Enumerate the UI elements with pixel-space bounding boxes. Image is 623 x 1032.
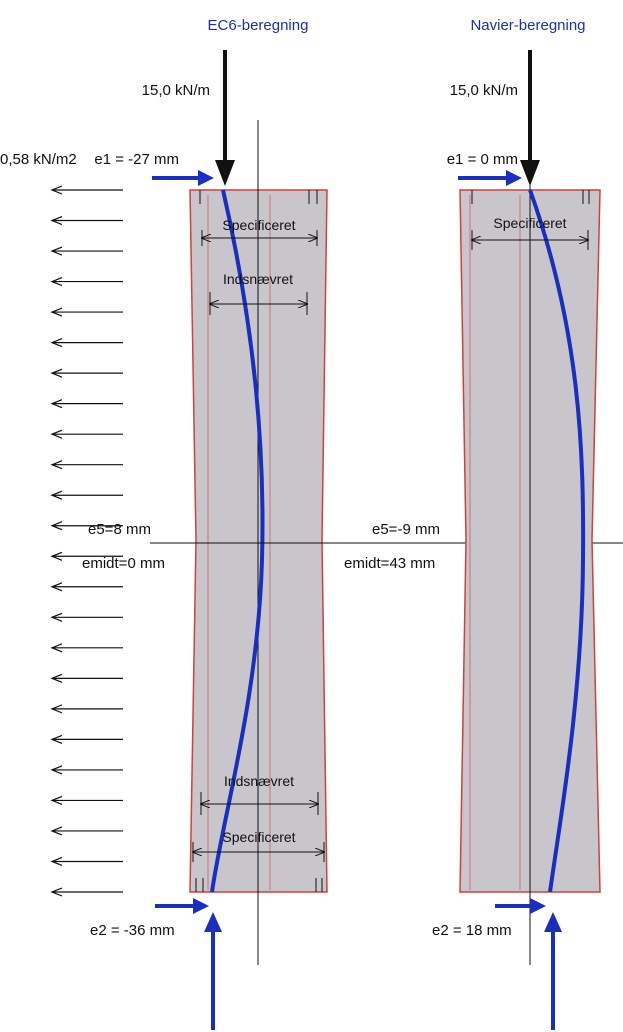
wind-arrow — [50, 490, 123, 500]
wind-arrow — [50, 460, 123, 470]
wind-arrow — [50, 277, 123, 287]
navier-deflection-curve — [528, 189, 586, 893]
ec6-indsnaevret-bottom-label: Indsnævret — [224, 773, 294, 789]
navier-panel: Navier-beregning Specificeret 15,0 kN/m … — [344, 17, 601, 1030]
wind-arrow — [50, 765, 123, 775]
navier-top-ticks — [471, 190, 590, 204]
ec6-top-ticks — [199, 190, 318, 204]
ec6-bottom-ticks — [195, 878, 323, 892]
wind-arrow — [50, 338, 123, 348]
wind-arrow — [50, 704, 123, 714]
wind-arrow — [50, 795, 123, 805]
wind-arrow — [50, 612, 123, 622]
navier-e2-label: e2 = 18 mm — [432, 922, 512, 939]
wind-arrow — [50, 307, 123, 317]
navier-e1-label: e1 = 0 mm — [447, 151, 518, 168]
wind-arrow — [50, 582, 123, 592]
ec6-emidt-label: emidt=0 mm — [82, 555, 165, 572]
wind-arrow — [50, 887, 123, 897]
navier-emidt-label: emidt=43 mm — [344, 555, 435, 572]
wind-load-arrows — [50, 185, 123, 897]
wind-arrow — [50, 551, 123, 561]
wind-arrow — [50, 215, 123, 226]
wind-arrow — [50, 185, 123, 195]
wind-arrow — [50, 246, 123, 256]
navier-specificeret-top-label: Specificeret — [493, 215, 566, 231]
wind-arrow — [50, 643, 123, 653]
ec6-e1-label: e1 = -27 mm — [94, 151, 179, 168]
ec6-title: EC6-beregning — [208, 17, 309, 34]
wind-arrow — [50, 734, 123, 744]
wind-arrow — [50, 521, 123, 531]
ec6-indsnaevret-top-label: Indsnævret — [223, 271, 293, 287]
wind-arrow — [50, 368, 123, 378]
wind-arrow — [50, 399, 123, 409]
ec6-e5-label: e5=8 mm — [88, 521, 151, 538]
wind-arrow — [50, 856, 123, 867]
ec6-e2-label: e2 = -36 mm — [90, 922, 175, 939]
ec6-specificeret-bottom-label: Specificeret — [222, 829, 295, 845]
wind-arrow — [50, 826, 123, 836]
wind-arrow — [50, 429, 123, 439]
ec6-panel: EC6-beregning Specificeret — [0, 17, 328, 1030]
wind-arrow — [50, 673, 123, 683]
wind-load-label: 0,58 kN/m2 — [0, 151, 77, 168]
navier-e5-label: e5=-9 mm — [372, 521, 440, 538]
navier-load-label: 15,0 kN/m — [450, 82, 518, 99]
navier-title: Navier-beregning — [470, 17, 585, 34]
ec6-load-label: 15,0 kN/m — [142, 82, 210, 99]
ec6-specificeret-top-label: Specificeret — [222, 217, 295, 233]
